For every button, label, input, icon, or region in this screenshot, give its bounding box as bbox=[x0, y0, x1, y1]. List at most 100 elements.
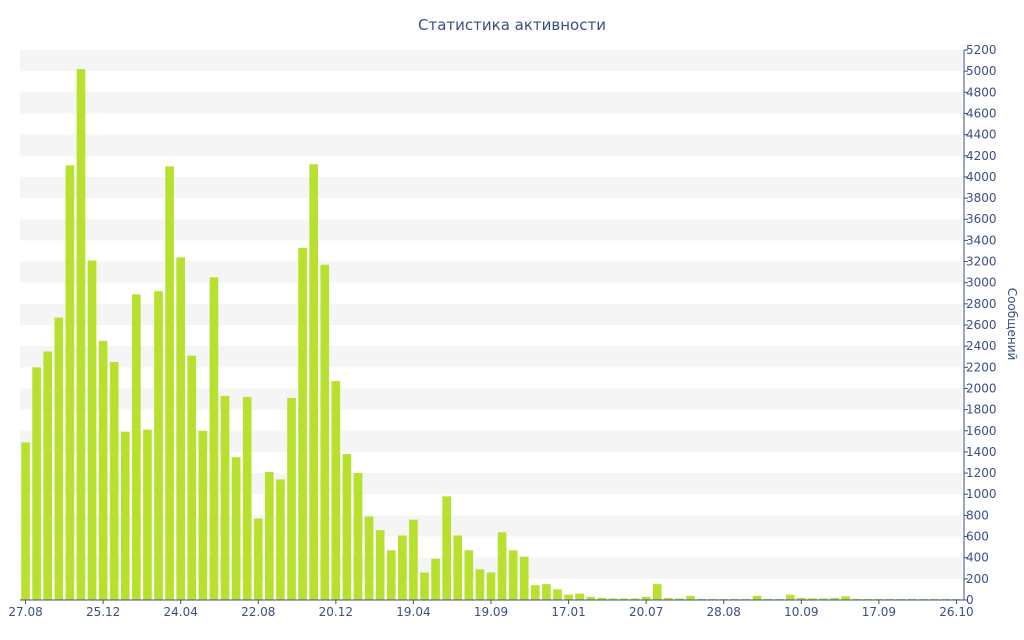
y-tick-label: 3200 bbox=[966, 255, 997, 269]
y-tick-label: 800 bbox=[966, 508, 989, 522]
y-tick-label: 1000 bbox=[966, 487, 997, 501]
y-tick-label: 2800 bbox=[966, 297, 997, 311]
bar bbox=[453, 535, 463, 600]
y-tick-label: 3600 bbox=[966, 212, 997, 226]
bar bbox=[874, 598, 884, 600]
bar bbox=[664, 597, 673, 600]
bar bbox=[852, 598, 862, 600]
chart-title: Статистика активности bbox=[418, 16, 606, 34]
bar bbox=[575, 593, 584, 600]
bar bbox=[785, 594, 795, 600]
grid-band bbox=[20, 473, 962, 495]
bar bbox=[375, 530, 385, 600]
y-tick-label: 1600 bbox=[966, 424, 997, 438]
bar bbox=[630, 598, 640, 600]
bar bbox=[287, 397, 296, 600]
y-tick-label: 1200 bbox=[966, 466, 997, 480]
grid-band bbox=[20, 430, 962, 452]
bar bbox=[741, 598, 751, 600]
bar bbox=[54, 317, 64, 600]
bar bbox=[176, 257, 186, 600]
bar bbox=[863, 598, 873, 600]
x-tick-label: 25.12 bbox=[86, 605, 120, 619]
bar bbox=[242, 396, 252, 600]
bar bbox=[409, 519, 418, 600]
bar bbox=[752, 595, 762, 600]
y-tick-label: 2200 bbox=[966, 360, 997, 374]
bar bbox=[697, 598, 706, 600]
bar bbox=[929, 598, 939, 600]
bar bbox=[464, 550, 474, 600]
x-tick-labels: 27.08 25.12 24.04 22.08 20.12 19.04 19.09 17.01… bbox=[8, 605, 973, 619]
bar bbox=[265, 472, 274, 600]
bar bbox=[32, 367, 41, 600]
bar bbox=[353, 473, 363, 600]
grid-band bbox=[20, 303, 962, 325]
x-tick-label: 26.10 bbox=[939, 605, 973, 619]
grid-band bbox=[20, 134, 962, 156]
bar bbox=[564, 594, 573, 600]
bar bbox=[830, 597, 839, 600]
y-tick-label: 600 bbox=[966, 530, 989, 544]
bar bbox=[763, 598, 773, 600]
y-tick-label: 4800 bbox=[966, 85, 997, 99]
y-tick-label: 2400 bbox=[966, 339, 997, 353]
bar bbox=[76, 69, 86, 601]
bar bbox=[497, 532, 507, 600]
x-tick-label: 10.09 bbox=[784, 605, 818, 619]
bar bbox=[21, 442, 30, 600]
bar bbox=[519, 556, 529, 600]
bar bbox=[165, 166, 174, 600]
x-tick-label: 20.12 bbox=[319, 605, 353, 619]
bar bbox=[386, 550, 396, 600]
bar bbox=[918, 598, 928, 600]
bar bbox=[774, 598, 784, 600]
y-tick-labels: 0 200 400 600 800 1000 1200 1400 1600 1800 2000 220… bbox=[966, 43, 997, 607]
bar bbox=[796, 597, 806, 600]
y-tick-label: 3400 bbox=[966, 233, 997, 247]
bar bbox=[597, 597, 607, 600]
bar bbox=[719, 598, 729, 600]
x-tick-label: 24.04 bbox=[164, 605, 198, 619]
bar bbox=[542, 584, 551, 600]
bar bbox=[941, 598, 950, 600]
y-tick-label: 400 bbox=[966, 551, 989, 565]
bar bbox=[708, 598, 717, 600]
y-tick-label: 2600 bbox=[966, 318, 997, 332]
y-tick-label: 4000 bbox=[966, 170, 997, 184]
bar bbox=[431, 558, 440, 600]
bar bbox=[841, 596, 850, 600]
bar bbox=[87, 260, 97, 600]
x-tick-label: 17.01 bbox=[551, 605, 585, 619]
bar bbox=[98, 340, 108, 600]
y-tick-label: 4600 bbox=[966, 106, 997, 120]
bar bbox=[586, 596, 596, 600]
bar bbox=[298, 247, 307, 601]
bars bbox=[21, 69, 961, 601]
bar bbox=[309, 164, 318, 601]
bar bbox=[231, 457, 241, 600]
bar bbox=[508, 550, 518, 600]
bar bbox=[364, 516, 374, 600]
x-tick-label: 20.07 bbox=[629, 605, 663, 619]
bar bbox=[342, 454, 352, 600]
bar bbox=[952, 598, 961, 600]
bar bbox=[209, 277, 219, 600]
bar bbox=[331, 381, 341, 600]
bar bbox=[220, 395, 230, 600]
bar bbox=[907, 598, 917, 600]
x-tick-label: 19.04 bbox=[396, 605, 430, 619]
bar bbox=[641, 596, 651, 600]
bar bbox=[276, 479, 285, 600]
bar bbox=[65, 165, 75, 601]
x-tick-label: 19.09 bbox=[474, 605, 508, 619]
bar bbox=[608, 598, 618, 600]
bar bbox=[198, 430, 208, 600]
bar bbox=[143, 429, 152, 600]
y-tick-label: 5200 bbox=[966, 43, 997, 57]
bar bbox=[885, 598, 895, 600]
bar bbox=[120, 431, 130, 600]
bar bbox=[154, 291, 163, 600]
y-axis-label: Сообщений bbox=[1005, 287, 1019, 361]
